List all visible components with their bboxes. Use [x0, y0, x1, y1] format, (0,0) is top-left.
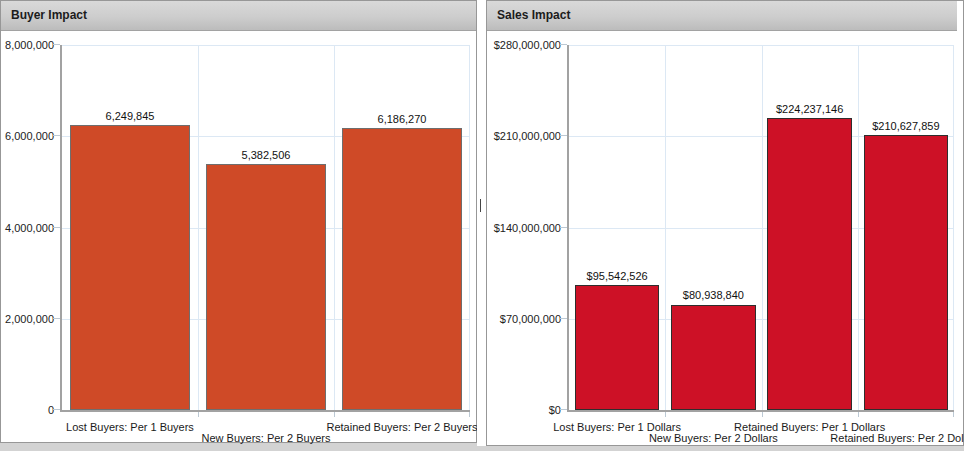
y-tick-label: 4,000,000 [5, 222, 54, 234]
plot-area: $95,542,526 $80,938,840 $224,237,146 $210,6… [569, 45, 954, 410]
buyer-impact-panel: Buyer Impact 8,000,000 6,000,000 4,000,000… [0, 0, 477, 443]
y-tick [560, 409, 567, 410]
x-category-label: Retained Buyers: Per 2 Buyers [326, 421, 477, 433]
bar[interactable] [671, 305, 756, 411]
buyer-impact-chart: 8,000,000 6,000,000 4,000,000 2,000,000 0 6,… [1, 1, 476, 442]
y-axis [567, 45, 569, 412]
bar-value-label: $95,542,526 [587, 270, 648, 282]
plot-area: 6,249,845 5,382,506 6,186,270 [62, 45, 470, 410]
bar-value-label: 5,382,506 [242, 149, 291, 161]
plot-right-edge [469, 45, 470, 410]
y-tick [53, 318, 60, 319]
bar[interactable] [206, 164, 326, 410]
x-category-label: Lost Buyers: Per 1 Buyers [66, 421, 194, 433]
bar-value-label: 6,186,270 [378, 113, 427, 125]
y-tick-label: $280,000,000 [494, 39, 561, 51]
y-tick [53, 135, 60, 136]
bar[interactable] [864, 135, 949, 410]
y-tick [560, 227, 567, 228]
bar[interactable] [342, 128, 462, 410]
y-tick-label: $210,000,000 [494, 130, 561, 142]
bar-value-label: $224,237,146 [776, 103, 843, 115]
bar-value-label: $80,938,840 [683, 289, 744, 301]
y-tick-label: 6,000,000 [5, 130, 54, 142]
y-tick [53, 44, 60, 45]
y-tick [560, 44, 567, 45]
y-axis [60, 45, 62, 412]
sales-impact-panel-title: Sales Impact [497, 8, 570, 22]
buyer-impact-panel-title: Buyer Impact [11, 8, 87, 22]
x-category-label: New Buyers: Per 2 Buyers [202, 432, 331, 444]
sales-impact-chart: $280,000,000 $210,000,000 $140,000,000 $70,… [487, 1, 963, 445]
sales-impact-panel: Sales Impact $280,000,000 $210,000,000 $14… [486, 0, 964, 446]
y-tick-label: $70,000,000 [500, 313, 561, 325]
x-axis-labels: Lost Buyers: Per 1 Buyers New Buyers: Per… [62, 410, 470, 444]
y-tick-label: 2,000,000 [5, 313, 54, 325]
bar[interactable] [70, 125, 190, 410]
sales-impact-panel-header[interactable]: Sales Impact [487, 1, 957, 31]
h-gridline [62, 45, 470, 46]
v-gridline [762, 45, 763, 410]
v-gridline [858, 45, 859, 410]
panel-splitter[interactable] [477, 0, 486, 446]
v-gridline [334, 45, 335, 410]
x-axis-labels: Lost Buyers: Per 1 DollarsNew Buyers: Pe… [569, 410, 954, 447]
bar[interactable] [575, 285, 660, 410]
y-tick [53, 409, 60, 410]
bar-value-label: $210,627,859 [872, 120, 939, 132]
y-tick [560, 318, 567, 319]
v-gridline [665, 45, 666, 410]
y-tick [560, 135, 567, 136]
y-tick-label: $140,000,000 [494, 222, 561, 234]
bar[interactable] [767, 118, 852, 410]
buyer-impact-panel-header[interactable]: Buyer Impact [1, 1, 476, 31]
y-axis-labels: 8,000,0006,000,0004,000,0002,000,0000 [1, 45, 54, 410]
y-tick-label: 0 [48, 404, 54, 416]
splitter-handle-icon [480, 199, 481, 212]
y-tick [53, 227, 60, 228]
y-tick-label: $0 [549, 404, 561, 416]
y-tick-label: 8,000,000 [5, 39, 54, 51]
plot-right-edge [953, 45, 954, 410]
y-axis-labels: $280,000,000$210,000,000$140,000,000$70,… [487, 45, 561, 410]
x-category-label: Retained Buyers: Per 2 Dollars [830, 432, 964, 444]
v-gridline [198, 45, 199, 410]
x-category-label: New Buyers: Per 2 Dollars [649, 432, 778, 444]
bar-value-label: 6,249,845 [106, 110, 155, 122]
